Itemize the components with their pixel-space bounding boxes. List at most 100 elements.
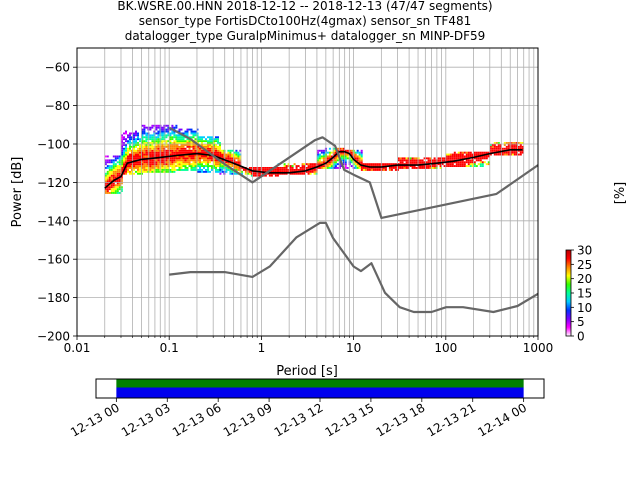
heat-cell: [219, 147, 221, 150]
heat-cell: [268, 174, 271, 177]
heat-cell: [161, 144, 164, 146]
heat-cell: [199, 169, 201, 171]
heat-cell: [328, 147, 331, 150]
heat-cell: [461, 161, 464, 164]
heat-cell: [211, 155, 213, 158]
heat-cell: [145, 170, 148, 173]
heat-cell: [499, 145, 502, 148]
heat-cell: [129, 167, 131, 169]
heat-cell: [233, 157, 236, 160]
heat-cell: [461, 155, 464, 158]
heat-cell: [173, 161, 176, 164]
heat-cell: [449, 165, 452, 167]
heat-cell: [192, 157, 195, 160]
heat-cell: [445, 153, 448, 156]
heat-cell: [427, 167, 430, 169]
heat-cell: [394, 169, 397, 171]
heat-cell: [332, 167, 335, 169]
heat-cell: [421, 161, 424, 164]
heat-cell: [169, 153, 172, 156]
heat-cell: [192, 159, 195, 162]
heat-cell: [449, 157, 452, 160]
heat-cell: [509, 149, 512, 152]
heat-cell: [151, 155, 154, 158]
heat-cell: [190, 128, 193, 131]
heat-cell: [157, 130, 160, 133]
heat-cell: [501, 147, 504, 150]
heat-cell: [176, 145, 179, 148]
heat-cell: [297, 172, 300, 175]
heat-cell: [141, 138, 144, 141]
heat-cell: [135, 145, 137, 148]
heat-cell: [384, 169, 387, 171]
heat-cell: [274, 170, 277, 173]
heat-cell: [161, 126, 164, 129]
heat-cell: [461, 159, 464, 162]
heat-cell: [171, 157, 174, 160]
heat-cell: [186, 140, 189, 143]
heat-cell: [106, 155, 109, 158]
heat-cell: [121, 170, 123, 173]
coverage-tick-label: 12-14 00: [475, 400, 529, 439]
heat-cell: [459, 163, 462, 166]
heat-cell: [108, 178, 111, 181]
heat-cell: [104, 174, 107, 177]
heat-cell: [155, 126, 158, 129]
heat-cell: [475, 151, 478, 154]
heat-cell: [141, 124, 144, 127]
heat-cell: [211, 147, 213, 150]
heat-cell: [451, 161, 454, 164]
heat-cell: [517, 149, 520, 152]
heat-cell: [289, 167, 292, 169]
heat-cell: [106, 176, 109, 179]
heat-cell: [116, 182, 119, 185]
heat-cell: [403, 157, 406, 160]
heat-cell: [328, 155, 331, 158]
heat-cell: [161, 130, 164, 133]
heat-cell: [155, 145, 158, 148]
heat-cell: [221, 163, 224, 166]
heat-cell: [175, 149, 178, 152]
heat-cell: [106, 188, 109, 191]
heat-cell: [409, 159, 412, 162]
heat-cell: [370, 165, 373, 167]
heat-cell: [143, 126, 146, 129]
heat-cell: [180, 145, 183, 148]
heat-cell: [519, 144, 522, 146]
heat-cell: [374, 163, 377, 166]
heat-cell: [194, 138, 197, 141]
heat-cell: [481, 155, 484, 158]
heat-cell: [225, 153, 228, 156]
heat-cell: [184, 132, 187, 135]
heat-cell: [197, 147, 199, 150]
heat-cell: [169, 170, 172, 173]
heat-cell: [167, 144, 170, 146]
heat-cell: [173, 153, 176, 156]
heat-cell: [309, 167, 312, 169]
heat-cell: [281, 167, 284, 169]
heat-cell: [372, 165, 375, 167]
heat-cell: [145, 126, 148, 129]
heat-cell: [171, 142, 174, 144]
heat-cell: [155, 170, 158, 173]
heat-cell: [161, 140, 164, 143]
heat-cell: [184, 155, 187, 158]
heat-cell: [116, 172, 119, 175]
heat-cell: [459, 157, 462, 160]
heat-cell: [209, 144, 211, 146]
heat-cell: [219, 163, 222, 166]
heat-cell: [453, 161, 456, 164]
heat-cell: [513, 151, 516, 154]
heat-cell: [227, 159, 230, 162]
heat-cell: [489, 149, 492, 152]
heat-cell: [157, 144, 160, 146]
heat-cell: [199, 136, 201, 139]
heat-cell: [141, 163, 144, 166]
heat-cell: [194, 147, 197, 150]
heat-cell: [332, 163, 335, 166]
heat-cell: [112, 163, 115, 166]
heat-cell: [258, 172, 261, 175]
heat-cell: [503, 144, 506, 146]
heat-cell: [149, 153, 152, 156]
heat-cell: [163, 144, 166, 146]
